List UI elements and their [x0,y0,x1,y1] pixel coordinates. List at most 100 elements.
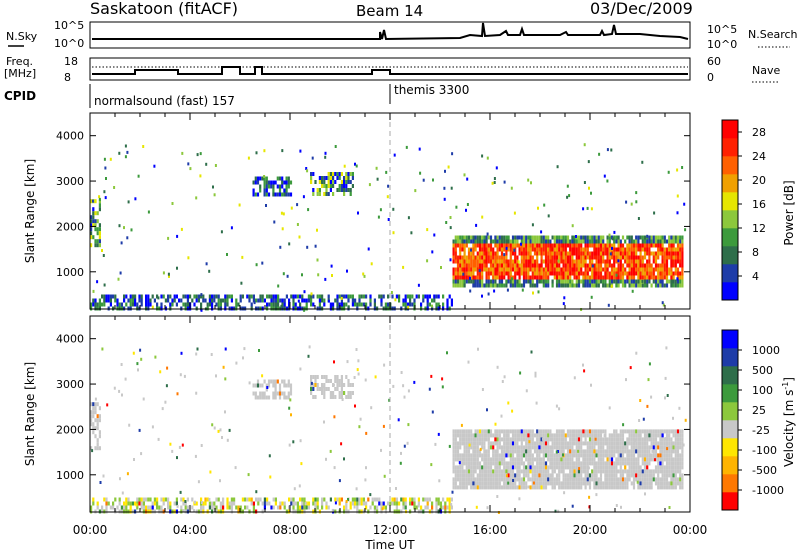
heatmap-cell [602,239,605,244]
heatmap-cell [615,449,618,454]
heatmap-cell [456,279,460,284]
heatmap-cell [400,497,403,502]
heatmap-cell [661,453,664,458]
heatmap-cell [189,294,192,299]
heatmap-cell [463,283,466,288]
heatmap-cell [467,360,470,364]
heatmap-cell [467,473,471,478]
heatmap-cell [304,502,307,506]
heatmap-cell [679,263,682,268]
heatmap-cell [318,176,321,180]
heatmap-cell [296,223,299,226]
heatmap-cell [325,505,328,510]
heatmap-cell [454,283,457,288]
heatmap-cell [551,449,554,454]
heatmap-cell [109,294,112,299]
heatmap-cell [393,497,396,502]
freq-trace [92,66,688,75]
heatmap-cell [536,465,539,470]
heatmap-cell [562,279,565,284]
heatmap-cell [663,453,666,458]
heatmap-cell [383,474,386,478]
heatmap-cell [222,298,225,303]
heatmap-cell [500,255,504,260]
heatmap-cell [586,243,589,248]
heatmap-cell [479,447,482,451]
heatmap-cell [652,453,655,458]
heatmap-cell [573,251,576,256]
heatmap-cell [599,243,603,248]
heatmap-cell [626,461,629,466]
heatmap-cell [606,445,609,450]
heatmap-cell [128,423,131,427]
heatmap-cell [593,271,596,276]
heatmap-cell [674,279,677,284]
heatmap-cell [404,294,407,299]
heatmap-cell [679,461,682,466]
heatmap-cell [96,442,99,447]
heatmap-cell [540,267,543,272]
heatmap-cell [670,283,673,288]
heatmap-cell [648,433,651,438]
heatmap-cell [461,283,464,288]
heatmap-cell [514,235,517,240]
heatmap-cell [500,414,503,418]
heatmap-cell [606,457,609,462]
heatmap-cell [96,414,99,419]
heatmap-cell [476,429,479,434]
heatmap-cell [338,391,341,395]
heatmap-cell [450,497,453,502]
heatmap-cell [520,429,523,434]
heatmap-cell [257,298,260,303]
heatmap-cell [205,162,208,166]
heatmap-cell [487,437,490,442]
heatmap-cell [470,465,473,470]
heatmap-cell [588,283,592,288]
heatmap-cell [588,437,592,442]
heatmap-cell [285,188,288,193]
heatmap-cell [90,418,93,423]
heatmap-cell [121,491,124,495]
heatmap-cell [281,184,284,189]
heatmap-cell [577,461,581,466]
heatmap-cell [564,473,567,478]
heatmap-cell [676,271,680,276]
heatmap-cell [105,177,107,180]
heatmap-cell [668,251,671,256]
heatmap-cell [566,449,570,454]
heatmap-cell [555,235,559,240]
heatmap-cell [446,505,449,510]
heatmap-cell [345,180,348,184]
y-tick-label: 1000 [56,266,84,279]
heatmap-cell [312,501,315,506]
heatmap-cell [558,263,561,268]
heatmap-cell [562,453,564,457]
heatmap-cell [674,453,677,458]
heatmap-cell [296,505,299,510]
heatmap-cell [142,505,145,510]
heatmap-cell [230,501,233,506]
heatmap-cell [586,465,589,470]
heatmap-cell [536,243,539,248]
heatmap-cell [346,360,349,364]
heatmap-cell [672,263,675,268]
heatmap-cell [644,492,646,496]
heatmap-cell [566,275,570,280]
heatmap-cell [303,501,306,506]
heatmap-cell [380,294,383,299]
heatmap-cell [630,279,633,284]
heatmap-cell [483,481,486,486]
heatmap-cell [557,509,560,513]
heatmap-cell [531,255,534,260]
heatmap-cell [527,469,530,474]
heatmap-cell [343,180,346,184]
heatmap-cell [474,437,477,442]
heatmap-cell [639,469,642,474]
heatmap-cell [487,251,490,256]
heatmap-cell [630,263,633,268]
heatmap-cell [426,505,429,510]
heatmap-cell [494,465,497,470]
heatmap-cell [632,485,636,490]
heatmap-cell [391,501,394,506]
heatmap-cell [610,251,614,256]
